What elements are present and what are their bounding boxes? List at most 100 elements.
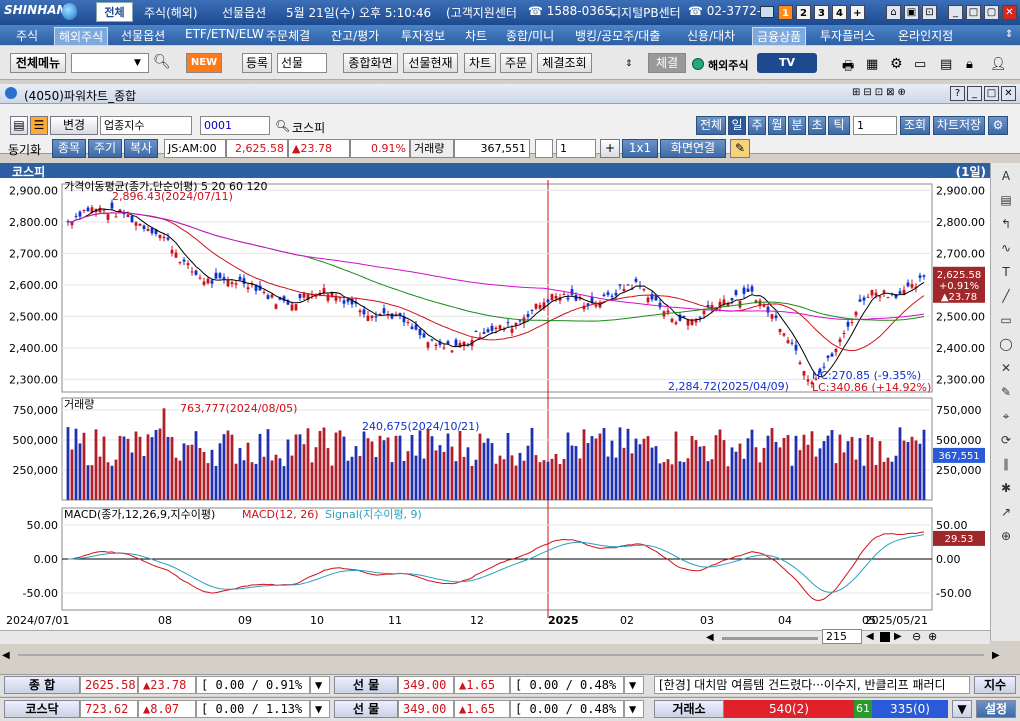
- toolbar-scroll-icon[interactable]: ⇕: [625, 59, 633, 69]
- overseas-stock-link[interactable]: 해외주식: [708, 59, 749, 72]
- minimize-icon[interactable]: _: [948, 5, 963, 20]
- text-tool-icon[interactable]: T: [1002, 265, 1010, 279]
- alpha-tv-button[interactable]: TV: [757, 53, 817, 73]
- execution-query-button[interactable]: 체결조회: [537, 53, 592, 73]
- hscroll-track[interactable]: [18, 654, 984, 656]
- new-badge-button[interactable]: NEW: [186, 53, 222, 73]
- screen-add-button[interactable]: +: [850, 5, 865, 20]
- menu-stock[interactable]: 주식: [16, 29, 39, 43]
- period-month-button[interactable]: 월: [768, 116, 786, 135]
- scroll-next-icon[interactable]: ▶: [894, 631, 902, 642]
- index-toggle-button[interactable]: 지수: [974, 676, 1016, 694]
- query-button[interactable]: 조회: [900, 116, 930, 135]
- scroll-stop-icon[interactable]: [880, 632, 890, 642]
- cycle-tool-icon[interactable]: ⟳: [1000, 433, 1012, 447]
- news-ticker[interactable]: [한경] 대치맘 여름템 건드렸다···이수지, 반클리프 패러디: [654, 676, 970, 694]
- code-search-icon[interactable]: 🔍︎: [275, 119, 291, 133]
- window-icon[interactable]: ▭: [914, 57, 927, 72]
- circle-tool-icon[interactable]: ◯: [999, 337, 1013, 351]
- tab-all[interactable]: 전체: [96, 2, 133, 22]
- lock-screen-icon[interactable]: 🔒︎: [966, 57, 973, 72]
- menu-chart[interactable]: 차트: [465, 29, 488, 43]
- pen-tool-icon[interactable]: ✎: [1000, 385, 1012, 399]
- change-button[interactable]: 변경: [50, 116, 98, 135]
- menu-futures[interactable]: 선물옵션: [121, 29, 166, 43]
- pen-icon[interactable]: ✎: [730, 139, 750, 158]
- window-close-icon[interactable]: ✕: [1001, 86, 1016, 101]
- menu-banking[interactable]: 뱅킹/공모주/대출: [575, 29, 661, 43]
- zoom-tool-icon[interactable]: ⊕: [1000, 529, 1012, 543]
- scroll-left-icon[interactable]: ◀: [706, 632, 714, 643]
- sync-period-button[interactable]: 주기: [88, 139, 122, 158]
- screen-number-input[interactable]: [71, 53, 149, 73]
- all-menu-button[interactable]: 전체메뉴: [10, 53, 66, 73]
- layout-1x1-button[interactable]: 1x1: [622, 139, 658, 158]
- period-all-button[interactable]: 전체: [696, 116, 726, 135]
- window-tool-icons[interactable]: ⊞⊟⊡⊠⊕: [852, 87, 909, 98]
- magnet-tool-icon[interactable]: ⌖: [1002, 409, 1010, 423]
- status-futures-dropdown-icon[interactable]: ▼: [624, 676, 644, 694]
- chevron-down-icon[interactable]: ▼: [134, 58, 141, 68]
- restore-icon[interactable]: □: [966, 5, 981, 20]
- pin-icon[interactable]: ⊡: [922, 5, 937, 20]
- sync-item-button[interactable]: 종목: [52, 139, 86, 158]
- settings-button[interactable]: 설정: [976, 700, 1016, 718]
- gann-tool-icon[interactable]: ✱: [1000, 481, 1012, 495]
- menu-invest-info[interactable]: 투자정보: [401, 29, 446, 43]
- chart-config-icon[interactable]: ▤: [10, 116, 28, 135]
- period-tick-button[interactable]: 틱: [828, 116, 850, 135]
- monitor-icon[interactable]: [760, 6, 774, 18]
- maximize-icon[interactable]: ▢: [984, 5, 999, 20]
- exchange-dropdown-icon[interactable]: ▼: [952, 700, 972, 718]
- hscroll-left-icon[interactable]: ◀: [2, 650, 10, 661]
- cursor-tool-icon[interactable]: ▤: [1000, 193, 1012, 207]
- screen-link-button[interactable]: 화면연결: [660, 139, 726, 158]
- select-tool-icon[interactable]: A: [1001, 169, 1011, 183]
- chart-menu-icon[interactable]: ☰: [30, 116, 48, 135]
- menu-etf[interactable]: ETF/ETN/ELW: [185, 27, 264, 41]
- menu-credit[interactable]: 신용/대차: [687, 29, 736, 43]
- period-count-select[interactable]: 1: [853, 116, 897, 135]
- period-week-button[interactable]: 주: [748, 116, 766, 135]
- chart-area[interactable]: 2,900.00 2,900.00 2,800.00 2,800.00 2,700.00…: [0, 178, 990, 630]
- index-type-select[interactable]: 업종지수: [100, 116, 192, 135]
- user-icon[interactable]: 👤︎: [990, 57, 1007, 72]
- menu-summary[interactable]: 종합/미니: [506, 29, 555, 43]
- calculator-icon[interactable]: ▦: [866, 57, 879, 72]
- arrow-tool-icon[interactable]: ↗: [1000, 505, 1012, 519]
- delete-tool-icon[interactable]: ✕: [1000, 361, 1012, 375]
- register-button[interactable]: 등록: [242, 53, 272, 73]
- settle-button[interactable]: 체결: [648, 53, 686, 73]
- print-icon[interactable]: 🖶︎: [842, 59, 855, 74]
- zoom-out-icon[interactable]: ⊖: [912, 630, 922, 643]
- order-button[interactable]: 주문: [500, 53, 532, 73]
- menu-balance[interactable]: 잔고/평가: [331, 29, 380, 43]
- futures-current-button[interactable]: 선물현재: [403, 53, 458, 73]
- register-select[interactable]: 선물: [277, 53, 327, 73]
- menu-overseas-stock[interactable]: 해외주식: [54, 27, 109, 46]
- fib-tool-icon[interactable]: ∿: [1000, 241, 1012, 255]
- window-maximize-icon[interactable]: □: [984, 86, 999, 101]
- title-item-overseas[interactable]: 주식(해외): [144, 6, 198, 20]
- trend-tool-icon[interactable]: ╱: [1002, 289, 1010, 303]
- bar-count-input[interactable]: 215: [822, 629, 862, 644]
- status-composite-dropdown-icon[interactable]: ▼: [310, 676, 330, 694]
- home-icon[interactable]: ⌂: [886, 5, 901, 20]
- save-chart-button[interactable]: 차트저장: [933, 116, 985, 135]
- scroll-prev-icon[interactable]: ◀: [866, 631, 874, 642]
- screen-4-button[interactable]: 4: [832, 5, 847, 20]
- search-icon[interactable]: 🔍︎: [153, 54, 171, 70]
- menu-scroll-icon[interactable]: ⇕: [1005, 29, 1014, 40]
- screen-1-button[interactable]: 1: [778, 5, 793, 20]
- layout-icon[interactable]: ▤: [940, 57, 953, 72]
- chart-count-select[interactable]: 1: [556, 139, 596, 158]
- close-icon[interactable]: ✕: [1002, 5, 1017, 20]
- channel-tool-icon[interactable]: ∥: [1003, 457, 1009, 471]
- menu-online-branch[interactable]: 온라인지점: [898, 29, 954, 43]
- menu-order[interactable]: 주문체결: [266, 29, 311, 43]
- screen-2-button[interactable]: 2: [796, 5, 811, 20]
- box-tool-icon[interactable]: ▭: [1000, 313, 1012, 327]
- scroll-track[interactable]: [722, 637, 818, 640]
- window-minimize-icon[interactable]: _: [967, 86, 982, 101]
- summary-screen-button[interactable]: 종합화면: [343, 53, 398, 73]
